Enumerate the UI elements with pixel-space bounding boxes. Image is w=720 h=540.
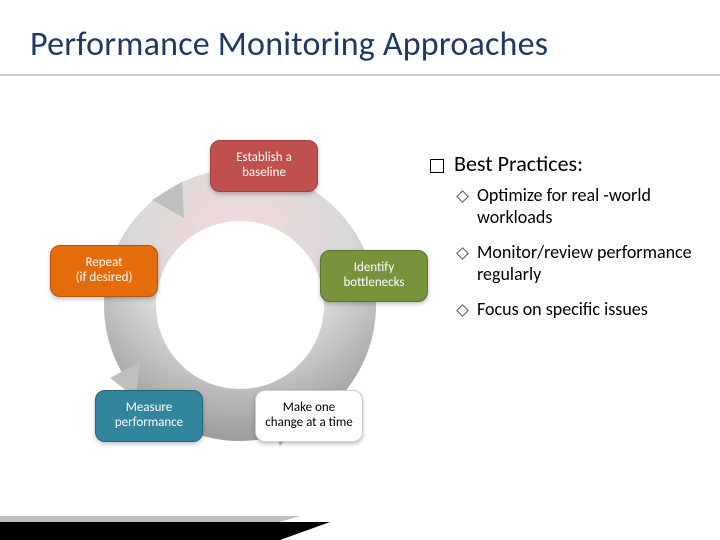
diamond-bullet-icon (456, 190, 469, 203)
cycle-node-makeone: Make one change at a time (255, 390, 363, 442)
diamond-bullet-icon (456, 305, 469, 318)
diamond-bullet-icon (456, 247, 469, 260)
cycle-node-label: Repeat (if desired) (76, 256, 133, 286)
cycle-node-measure: Measure performance (95, 390, 203, 442)
title-underline (0, 74, 720, 76)
best-practice-item: Optimize for real -world workloads (458, 185, 700, 228)
cycle-node-label: Establish a baseline (236, 151, 292, 181)
best-practice-item: Focus on specific issues (458, 299, 700, 321)
best-practices-heading: Best Practices: (454, 150, 583, 177)
cycle-node-label: Measure performance (115, 401, 183, 431)
page-title: Performance Monitoring Approaches (30, 24, 548, 65)
decorative-wedge (0, 480, 340, 540)
cycle-node-label: Make one change at a time (265, 401, 352, 431)
cycle-node-establish: Establish a baseline (210, 140, 318, 192)
best-practice-item: Monitor/review performance regularly (458, 242, 700, 285)
best-practice-text: Monitor/review performance regularly (477, 242, 700, 285)
best-practice-text: Optimize for real -world workloads (477, 185, 700, 228)
cycle-diagram: Establish a baseline Identify bottlenecks… (40, 130, 420, 470)
best-practice-text: Focus on specific issues (477, 299, 648, 321)
best-practices-panel: Best Practices: Optimize for real -world… (430, 150, 700, 335)
cycle-node-identify: Identify bottlenecks (320, 250, 428, 302)
cycle-node-label: Identify bottlenecks (343, 261, 404, 291)
cycle-node-repeat: Repeat (if desired) (50, 245, 158, 297)
square-bullet-icon (430, 159, 444, 173)
